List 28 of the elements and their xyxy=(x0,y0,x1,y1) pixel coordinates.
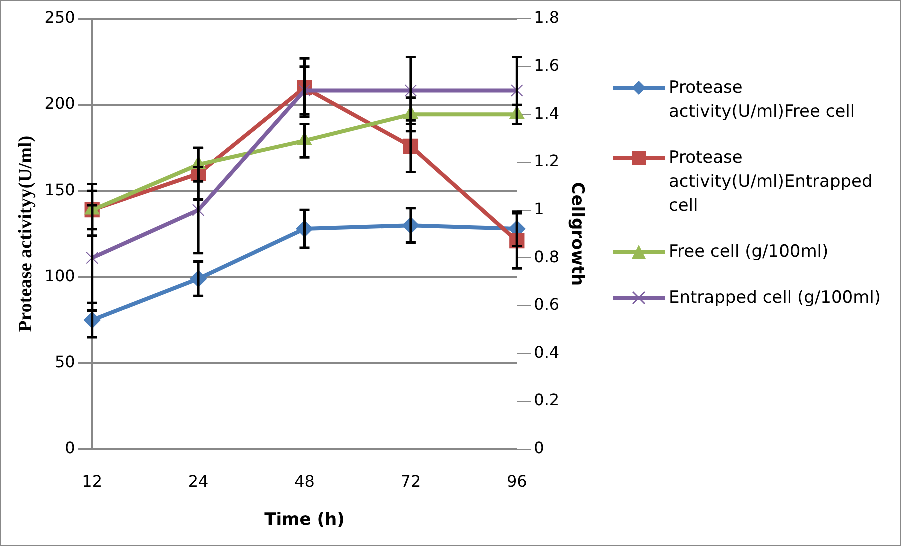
y2-tick-label: 1.4 xyxy=(534,104,560,123)
x-tick-label: 48 xyxy=(294,472,315,492)
y2-tick-label: 1.6 xyxy=(534,56,560,75)
y-tick-label: 0 xyxy=(65,438,76,458)
y2-tick-label: 0.6 xyxy=(534,295,560,314)
y2-tick-label: 0.2 xyxy=(534,390,560,410)
legend-label: Protease activity(U/ml)Free cell xyxy=(669,77,856,124)
x-axis-title: Time (h) xyxy=(264,510,345,530)
y2-tick-label: 0.8 xyxy=(534,247,560,266)
y2-tick-label: 0 xyxy=(534,438,544,458)
y-tick-label: 250 xyxy=(44,8,76,28)
x-tick-label: 12 xyxy=(82,472,103,492)
y2-axis-title: Cellgrowth xyxy=(567,182,588,286)
legend-label: Entrapped cell (g/100ml) xyxy=(669,287,881,310)
x-tick-label: 24 xyxy=(188,472,209,492)
y2-tick-label: 0.4 xyxy=(534,342,560,362)
y2-tick-label: 1 xyxy=(534,199,544,218)
y2-tick-label: 1.2 xyxy=(534,152,560,171)
y-tick-label: 150 xyxy=(44,180,76,200)
y-tick-label: 100 xyxy=(44,266,76,286)
legend-label: Free cell (g/100ml) xyxy=(669,241,829,264)
y2-tick-label: 1.8 xyxy=(534,8,560,28)
y-tick-label: 200 xyxy=(44,94,76,114)
x-tick-label: 72 xyxy=(400,472,422,492)
y-tick-label: 50 xyxy=(54,352,76,372)
legend-label: Protease activity(U/ml)Entrapped cell xyxy=(669,147,874,218)
x-tick-label: 96 xyxy=(506,472,528,492)
y-axis-title: Protease activityy(U/ml) xyxy=(15,136,36,332)
